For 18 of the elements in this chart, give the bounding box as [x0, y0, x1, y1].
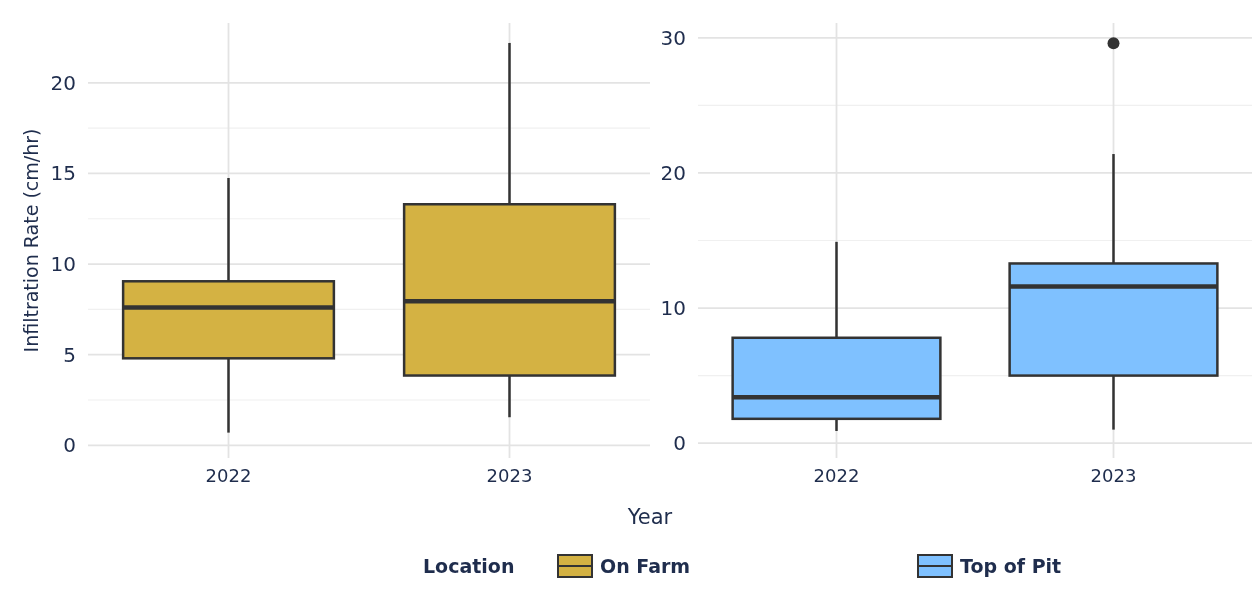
x-axis-title: Year [626, 505, 673, 529]
x-tick-label: 2022 [205, 465, 252, 486]
legend-label: On Farm [600, 554, 691, 577]
y-tick-label: 15 [50, 161, 76, 186]
y-axis-title: Infiltration Rate (cm/hr) [20, 128, 42, 353]
legend-title: Location [423, 554, 515, 577]
x-tick-label: 2023 [486, 465, 533, 486]
y-tick-label: 10 [50, 252, 76, 277]
y-tick-label: 20 [660, 160, 686, 185]
y-tick-label: 20 [50, 70, 76, 95]
y-tick-label: 0 [63, 433, 76, 458]
x-tick-label: 2023 [1090, 465, 1137, 486]
legend-label: Top of Pit [960, 554, 1062, 577]
y-tick-label: 10 [660, 296, 686, 321]
y-tick-label: 5 [63, 342, 76, 367]
y-tick-label: 30 [660, 25, 686, 50]
y-tick-label: 0 [673, 431, 686, 456]
x-tick-label: 2022 [813, 465, 860, 486]
